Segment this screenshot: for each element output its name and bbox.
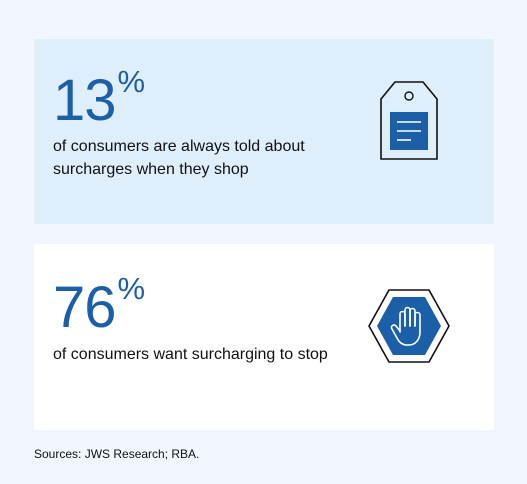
stat-unit: % (117, 64, 146, 99)
stat-unit: % (117, 271, 146, 306)
stat-card-always-told: 13% of consumers are always told about s… (34, 39, 494, 224)
stat-value: 13% (53, 66, 145, 133)
price-tag-icon (380, 81, 438, 160)
stat-value: 76% (53, 273, 145, 340)
stat-description: of consumers are always told about surch… (53, 138, 305, 178)
stat-description: of consumers want surcharging to stop (53, 346, 328, 363)
stat-number: 76 (53, 275, 117, 340)
stat-card-want-stop: 76% of consumers want surcharging to sto… (34, 244, 494, 430)
stop-hand-icon (368, 289, 450, 363)
source-note: Sources: JWS Research; RBA. (34, 447, 200, 461)
stat-number: 13 (53, 68, 117, 133)
